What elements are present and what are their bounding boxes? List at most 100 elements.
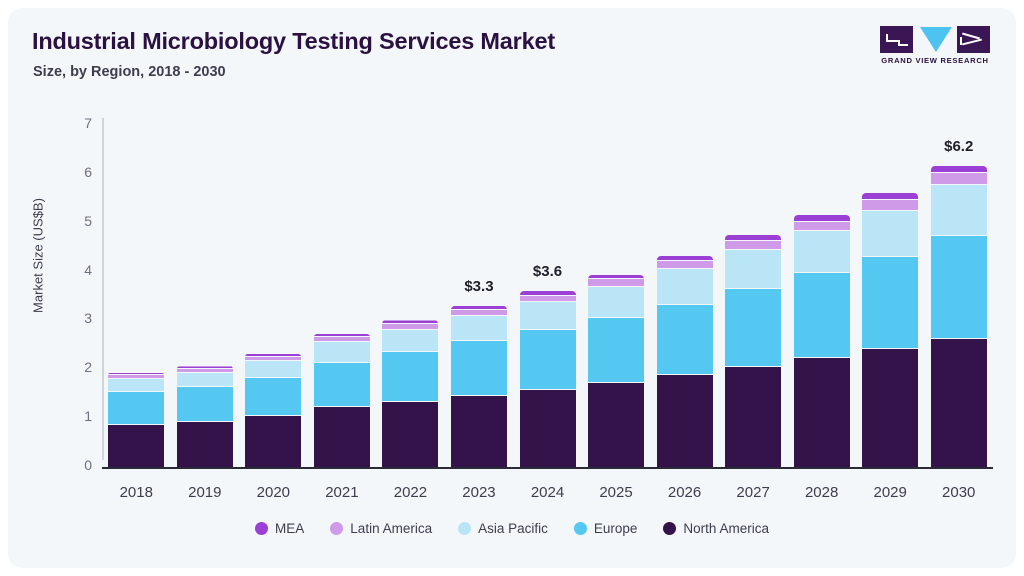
bar-group[interactable] xyxy=(930,8,987,568)
bar-segment-mea[interactable] xyxy=(588,274,645,280)
bar-segment-latin-america[interactable] xyxy=(588,279,645,287)
bar-segment-latin-america[interactable] xyxy=(176,368,233,374)
bar-segment-mea[interactable] xyxy=(656,255,713,261)
bar-segment-asia-pacific[interactable] xyxy=(245,361,302,379)
bar-segment-latin-america[interactable] xyxy=(245,356,302,362)
bar-segment-asia-pacific[interactable] xyxy=(313,342,370,363)
legend-item-mea[interactable]: MEA xyxy=(255,521,304,536)
bar-segment-latin-america[interactable] xyxy=(313,337,370,343)
bar-segment-north-america[interactable] xyxy=(245,415,302,467)
bar-segment-latin-america[interactable] xyxy=(862,200,919,211)
bar-segment-mea[interactable] xyxy=(245,353,302,357)
legend-swatch-icon xyxy=(573,522,587,535)
bar-segment-europe[interactable] xyxy=(245,378,302,416)
legend-item-latin-america[interactable]: Latin America xyxy=(330,521,432,536)
bar-segment-asia-pacific[interactable] xyxy=(176,373,233,388)
bar-segment-asia-pacific[interactable] xyxy=(519,302,576,331)
bar-segment-north-america[interactable] xyxy=(588,382,645,467)
bar-segment-asia-pacific[interactable] xyxy=(862,210,919,257)
bar-segment-asia-pacific[interactable] xyxy=(725,249,782,289)
x-axis-tick: 2026 xyxy=(667,484,702,501)
bar-segment-europe[interactable] xyxy=(725,288,782,367)
bar-segment-asia-pacific[interactable] xyxy=(930,185,987,237)
bar-segment-europe[interactable] xyxy=(450,341,507,397)
bar-segment-north-america[interactable] xyxy=(176,421,233,467)
bar-segment-north-america[interactable] xyxy=(519,390,576,467)
bar-segment-latin-america[interactable] xyxy=(930,173,987,186)
bar-segment-mea[interactable] xyxy=(108,372,165,376)
bar-segment-europe[interactable] xyxy=(108,392,165,425)
legend-item-north-america[interactable]: North America xyxy=(663,521,769,536)
bar-segment-europe[interactable] xyxy=(588,318,645,383)
bar-segment-europe[interactable] xyxy=(176,387,233,422)
bar-group[interactable] xyxy=(313,8,370,568)
bar-segment-north-america[interactable] xyxy=(725,366,782,467)
bar-segment-europe[interactable] xyxy=(656,304,713,376)
bar-group[interactable] xyxy=(245,8,302,568)
legend-item-europe[interactable]: Europe xyxy=(573,521,637,536)
bar-segment-north-america[interactable] xyxy=(313,407,370,467)
bar-segment-north-america[interactable] xyxy=(793,357,850,467)
legend-label: Asia Pacific xyxy=(478,521,548,536)
bar-segment-asia-pacific[interactable] xyxy=(588,286,645,319)
bar-stack xyxy=(108,372,165,467)
bar-stack xyxy=(245,353,302,467)
bar-group[interactable] xyxy=(656,8,713,568)
bar-segment-asia-pacific[interactable] xyxy=(656,268,713,305)
bar-segment-asia-pacific[interactable] xyxy=(450,316,507,342)
bar-segment-mea[interactable] xyxy=(382,320,439,324)
bar-group[interactable] xyxy=(725,8,782,568)
bar-segment-north-america[interactable] xyxy=(930,338,987,467)
bar-group[interactable] xyxy=(588,8,645,568)
x-axis-tick: 2027 xyxy=(736,484,770,501)
bar-segment-north-america[interactable] xyxy=(656,375,713,467)
bar-segment-europe[interactable] xyxy=(313,362,370,408)
legend-item-asia-pacific[interactable]: Asia Pacific xyxy=(458,521,548,536)
bar-segment-latin-america[interactable] xyxy=(382,323,439,330)
bar-group[interactable] xyxy=(176,8,233,568)
x-axis-tick: 2029 xyxy=(873,484,907,501)
bar-segment-asia-pacific[interactable] xyxy=(382,329,439,353)
bar-segment-north-america[interactable] xyxy=(450,396,507,467)
bar-group[interactable] xyxy=(862,8,919,568)
bar-stack xyxy=(656,255,713,467)
bar-segment-mea[interactable] xyxy=(313,333,370,338)
bar-segment-north-america[interactable] xyxy=(108,424,165,467)
legend-label: MEA xyxy=(275,521,305,536)
bar-group[interactable] xyxy=(382,8,439,568)
bar-segment-europe[interactable] xyxy=(862,256,919,349)
bar-segment-latin-america[interactable] xyxy=(656,260,713,269)
bar-segment-latin-america[interactable] xyxy=(108,375,165,380)
legend-label: Latin America xyxy=(350,521,433,536)
bar-segment-north-america[interactable] xyxy=(382,402,439,467)
bar-segment-mea[interactable] xyxy=(725,234,782,241)
bar-group[interactable] xyxy=(108,8,165,568)
bar-group[interactable] xyxy=(519,8,576,568)
bar-segment-mea[interactable] xyxy=(450,305,507,310)
bar-segment-europe[interactable] xyxy=(519,330,576,391)
bar-segment-asia-pacific[interactable] xyxy=(793,231,850,273)
bar-segment-latin-america[interactable] xyxy=(725,240,782,250)
bar-segment-europe[interactable] xyxy=(793,272,850,358)
bar-segment-asia-pacific[interactable] xyxy=(108,379,165,393)
bar-segment-europe[interactable] xyxy=(930,236,987,339)
bar-segment-latin-america[interactable] xyxy=(519,295,576,303)
bar-segment-latin-america[interactable] xyxy=(793,221,850,232)
bar-segment-mea[interactable] xyxy=(793,215,850,222)
bar-segment-mea[interactable] xyxy=(519,291,576,296)
logo-marks xyxy=(879,26,991,54)
bar-stack xyxy=(176,366,233,467)
bar-segment-north-america[interactable] xyxy=(862,348,919,467)
x-axis-line xyxy=(102,467,993,469)
legend-swatch-icon xyxy=(255,522,269,535)
bar-group[interactable] xyxy=(793,8,850,568)
bar-group[interactable] xyxy=(450,8,507,568)
bar-segment-mea[interactable] xyxy=(176,366,233,369)
bar-segment-latin-america[interactable] xyxy=(450,309,507,317)
chart-header: Industrial Microbiology Testing Services… xyxy=(8,8,1016,104)
logo-left-square-icon xyxy=(880,26,913,53)
bar-segment-mea[interactable] xyxy=(862,193,919,201)
bar-segment-europe[interactable] xyxy=(382,352,439,403)
bar-segment-mea[interactable] xyxy=(930,165,987,174)
y-axis-tick: 2 xyxy=(84,359,92,376)
